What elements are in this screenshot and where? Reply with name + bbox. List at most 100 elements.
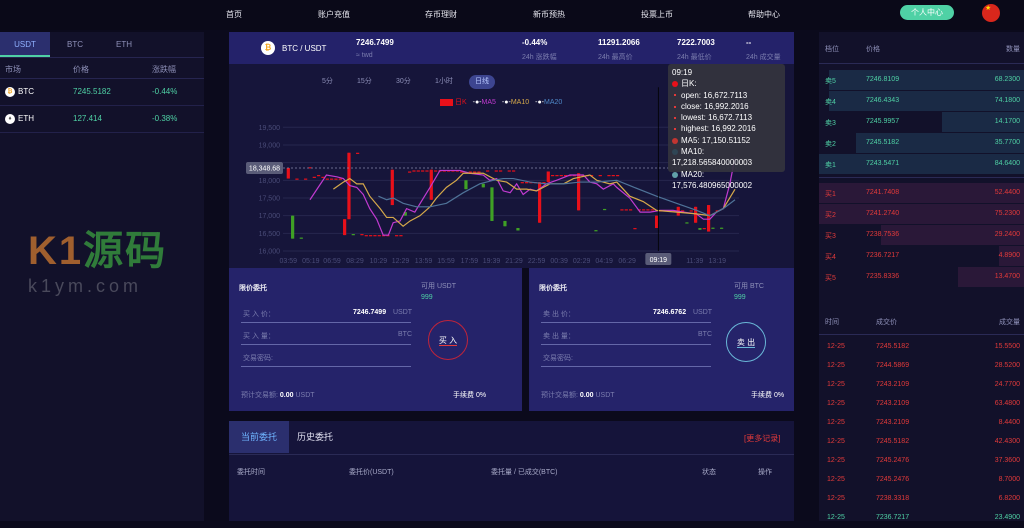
china-flag-icon[interactable]: ★ (982, 4, 1000, 22)
candle (365, 235, 368, 236)
trade-qty: 42.4300 (995, 438, 1020, 445)
trade-row: 12-25 7244.5869 28.5200 (819, 357, 1024, 376)
buy-password-input[interactable]: 交易密码: (241, 348, 411, 367)
candle (360, 234, 363, 235)
col-time: 委托时间 (237, 467, 265, 477)
watermark-logo: K1源码 k1ym.com (28, 218, 167, 297)
x-tick-label: 04:19 (595, 258, 613, 265)
trade-price: 7243.2109 (876, 381, 909, 388)
tooltip-ma5: MA5: 17,150.51152 (672, 135, 781, 146)
buy-fee: 手续费 0% (453, 390, 486, 400)
ticker-header: ₿ BTC / USDT 7246.7499≈ twd -0.44%24h 涨跌… (229, 32, 794, 64)
level-price: 7236.7217 (866, 252, 899, 259)
col-amount: 委托量 / 已成交(BTC) (491, 467, 558, 477)
trade-time: 12-25 (827, 400, 845, 407)
ask-row[interactable]: 卖5 7246.8109 68.2300 (819, 70, 1024, 90)
trade-time: 12-25 (827, 381, 845, 388)
candle (378, 235, 381, 236)
sell-button[interactable]: 卖 出 (726, 322, 766, 362)
candle (616, 175, 619, 176)
candle (495, 170, 498, 171)
candle (577, 173, 580, 210)
x-tick-label: 12:29 (392, 258, 410, 265)
trade-qty: 63.4800 (995, 400, 1020, 407)
candle (633, 228, 636, 229)
level-label: 买3 (825, 231, 836, 241)
nav-deposit[interactable]: 账户充值 (318, 9, 350, 20)
trade-qty: 23.4900 (995, 514, 1020, 521)
orderbook-panel: 档位 价格 数量 时间 成交价 成交量 卖5 7246.8109 68.2300… (819, 32, 1024, 521)
candle (711, 228, 714, 229)
tooltip-lowest: lowest: 16,672.7113 (672, 112, 781, 123)
nav-savings[interactable]: 存币理财 (425, 9, 457, 20)
candle (421, 170, 424, 171)
more-records-link[interactable]: [更多记录] (744, 433, 780, 444)
ethereum-icon: ♦ (5, 114, 15, 124)
trade-qty: 8.7000 (999, 476, 1020, 483)
candle (395, 235, 398, 236)
trade-price: 7243.2109 (876, 419, 909, 426)
bitcoin-icon: ₿ (261, 41, 275, 55)
nav-new-coins[interactable]: 新币预热 (533, 9, 565, 20)
bid-row[interactable]: 买4 7236.7217 4.8900 (819, 246, 1024, 266)
level-qty: 13.4700 (995, 273, 1020, 280)
bid-row[interactable]: 买2 7241.2740 75.2300 (819, 204, 1024, 224)
candle (339, 179, 342, 180)
tab-history-orders[interactable]: 历史委托 (285, 421, 345, 453)
x-tick-label: 15:59 (437, 258, 455, 265)
market-row-btc[interactable]: ₿ BTC 7245.5182 -0.44% (0, 79, 204, 106)
tab-usdt[interactable]: USDT (0, 32, 50, 57)
buy-button[interactable]: 买 入 (428, 320, 468, 360)
bid-row[interactable]: 买1 7241.7408 52.4400 (819, 183, 1024, 203)
tab-current-orders[interactable]: 当前委托 (229, 421, 289, 453)
trade-price: 7244.5869 (876, 362, 909, 369)
trade-qty: 15.5500 (995, 343, 1020, 350)
nav-help[interactable]: 帮助中心 (748, 9, 780, 20)
buy-form-title: 限价委托 (239, 283, 267, 293)
x-tick-label: 13:19 (709, 258, 727, 265)
bid-row[interactable]: 买3 7238.7536 29.2400 (819, 225, 1024, 245)
candle (642, 209, 645, 210)
tab-eth[interactable]: ETH (99, 32, 149, 57)
profile-button[interactable]: 个人中心 (900, 5, 954, 20)
x-tick-label: 21:29 (505, 258, 523, 265)
market-header: 市场 价格 涨跌幅 (0, 57, 204, 79)
candle (521, 182, 524, 183)
bid-row[interactable]: 买5 7235.8336 13.4700 (819, 267, 1024, 287)
nav-home[interactable]: 首页 (226, 9, 242, 20)
x-tick-label: 13:59 (415, 258, 433, 265)
trade-time: 12-25 (827, 438, 845, 445)
candle (499, 170, 502, 171)
candle (620, 209, 623, 210)
x-tick-label: 02:29 (573, 258, 591, 265)
candle (603, 209, 606, 210)
ask-row[interactable]: 卖3 7245.9957 14.1700 (819, 112, 1024, 132)
sell-form-title: 限价委托 (539, 283, 567, 293)
col-price: 委托价(USDT) (349, 467, 394, 477)
candle (369, 235, 372, 236)
ask-row[interactable]: 卖2 7245.5182 35.7700 (819, 133, 1024, 153)
level-label: 卖1 (825, 160, 836, 170)
sell-password-input[interactable]: 交易密码: (541, 348, 711, 367)
header-market: 市场 (5, 64, 21, 75)
trade-row: 12-25 7243.2109 63.4800 (819, 395, 1024, 414)
candle (560, 175, 563, 176)
sell-amount-input[interactable]: 卖 出 量：BTC (541, 326, 711, 345)
y-tick-label: 16,000 (259, 249, 281, 256)
tab-btc[interactable]: BTC (50, 32, 100, 57)
nav-vote-listing[interactable]: 投票上币 (641, 9, 673, 20)
candle (690, 210, 693, 211)
ask-row[interactable]: 卖4 7246.4343 74.1800 (819, 91, 1024, 111)
candle (612, 175, 615, 176)
market-row-eth[interactable]: ♦ ETH 127.414 -0.38% (0, 106, 204, 133)
buy-amount-input[interactable]: 买 入 量：BTC (241, 326, 411, 345)
ask-row[interactable]: 卖1 7243.5471 84.6400 (819, 154, 1024, 174)
tooltip-highest: highest: 16,992.2016 (672, 123, 781, 134)
depth-bar (819, 154, 1024, 174)
chart-tooltip: 09:19 日K: open: 16,672.7113 close: 16,99… (668, 64, 785, 172)
